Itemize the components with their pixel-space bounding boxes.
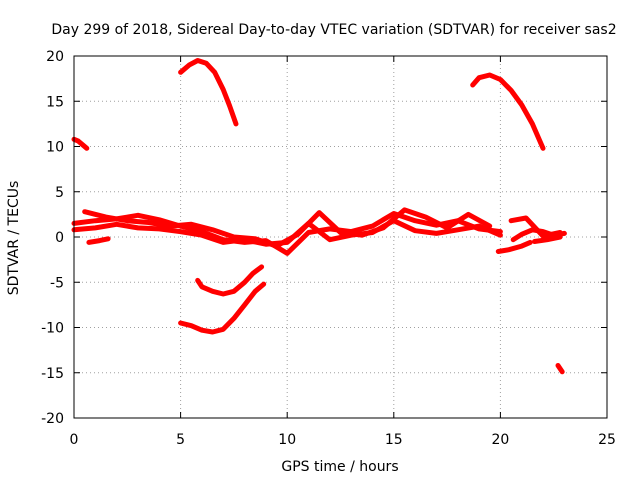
x-tick-label: 5 [176,432,185,448]
series-arc-late-low [555,363,565,375]
series-segment-early-dip [86,236,111,245]
y-tick-label: -10 [41,321,64,337]
series-arc-low [178,281,267,335]
x-tick-label: 25 [598,432,616,448]
y-tick-label: 10 [46,140,64,156]
data-series [71,58,567,375]
x-tick-label: 0 [70,432,79,448]
y-axis-label: SDTVAR / TECUs [6,181,22,296]
y-tick-label: -15 [41,366,64,382]
series-arc-morning-high [178,58,239,127]
x-tick-label: 15 [385,432,403,448]
y-tick-label: -5 [50,275,64,291]
y-tick-label: 15 [46,94,64,110]
y-tick-label: -20 [41,411,64,427]
y-tick-label: 5 [55,185,64,201]
y-tick-label: 20 [46,49,64,65]
series-segment-evening-dip [495,239,533,254]
series-arc-early-high [71,136,90,151]
axis-ticks: 0 5 10 15 20 25 20 15 10 5 0 -5 -10 -15 -20 [41,49,616,448]
series-arc-evening-high [470,72,546,151]
x-tick-label: 20 [491,432,509,448]
chart-title: Day 299 of 2018, Sidereal Day-to-day VTE… [51,22,616,38]
series-band-c [82,207,493,249]
series-segment-late-tail-b [508,215,563,239]
series-arc-mid-low [195,264,265,297]
x-tick-label: 10 [278,432,296,448]
series-band-a [71,211,503,256]
y-tick-label: 0 [55,230,64,246]
series-segment-late-tail-c [532,234,563,244]
x-axis-label: GPS time / hours [281,459,398,475]
